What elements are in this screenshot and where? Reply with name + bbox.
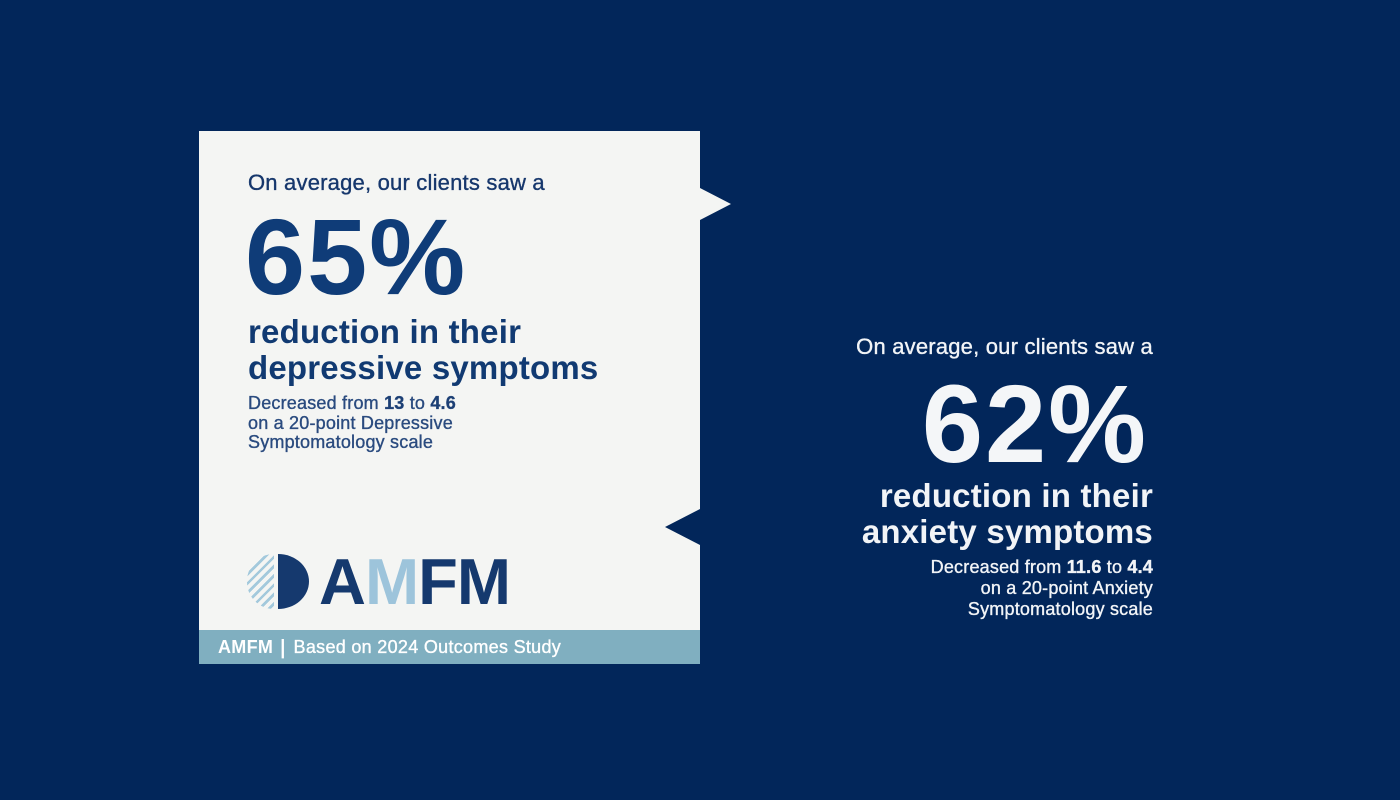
note-to-value: 4.4 [1127, 557, 1153, 577]
speech-tail-right-icon [700, 188, 731, 220]
note-from-value: 11.6 [1066, 557, 1102, 577]
depression-headline-line2: depressive symptoms [248, 349, 599, 386]
note-connector: to [409, 393, 426, 413]
depression-note-line2: on a 20-point Depressive [248, 412, 453, 433]
stat-card-depression: On average, our clients saw a 65% reduct… [199, 131, 731, 664]
depression-headline-line1: reduction in their [248, 313, 522, 350]
amfm-logo-icon [247, 553, 309, 609]
amfm-wordmark: AMFM [319, 549, 511, 614]
wordmark-letter-m1: M [364, 544, 419, 618]
wordmark-letter-m2: M [456, 544, 511, 618]
anxiety-note-line1: Decreased from 11.6 to 4.4 [733, 557, 1153, 578]
note-prefix: Decreased from [930, 557, 1062, 577]
logo-solid-half-circle-icon [278, 553, 309, 609]
note-prefix: Decreased from [248, 393, 379, 413]
anxiety-note-line3: Symptomatology scale [967, 599, 1153, 619]
amfm-logo: AMFM [247, 549, 511, 614]
depression-stat-note: Decreased from 13 to 4.6 on a 20-point D… [248, 393, 456, 453]
footer-separator: | [280, 634, 286, 658]
anxiety-headline-line1: reduction in their [879, 477, 1153, 514]
card-footer-bar: AMFM | Based on 2024 Outcomes Study [199, 630, 700, 664]
card-eyebrow: On average, our clients saw a [248, 170, 545, 195]
depression-headline: reduction in their depressive symptoms [248, 314, 598, 386]
anxiety-headline-line2: anxiety symptoms [861, 513, 1153, 550]
wordmark-letter-f: F [418, 544, 458, 618]
note-connector: to [1106, 557, 1123, 577]
anxiety-stat-note: Decreased from 11.6 to 4.4 on a 20-point… [733, 557, 1153, 620]
footer-brand: AMFM [218, 636, 274, 657]
anxiety-headline: reduction in their anxiety symptoms [733, 478, 1153, 550]
panel-eyebrow: On average, our clients saw a [856, 334, 1153, 359]
logo-striped-half-circle-icon [247, 553, 274, 609]
depression-note-line1: Decreased from 13 to 4.6 [248, 393, 456, 414]
stat-panel-anxiety: On average, our clients saw a 62% reduct… [733, 334, 1153, 620]
depression-percent-value: 65% [245, 196, 468, 317]
depression-note-line3: Symptomatology scale [248, 432, 434, 452]
note-to-value: 4.6 [430, 393, 456, 413]
footer-caption: Based on 2024 Outcomes Study [293, 636, 562, 657]
anxiety-note-line2: on a 20-point Anxiety [980, 578, 1153, 598]
note-from-value: 13 [384, 393, 405, 413]
speech-tail-left-icon [665, 509, 700, 545]
wordmark-letter-a: A [319, 544, 366, 618]
anxiety-percent-value: 62% [921, 363, 1148, 486]
